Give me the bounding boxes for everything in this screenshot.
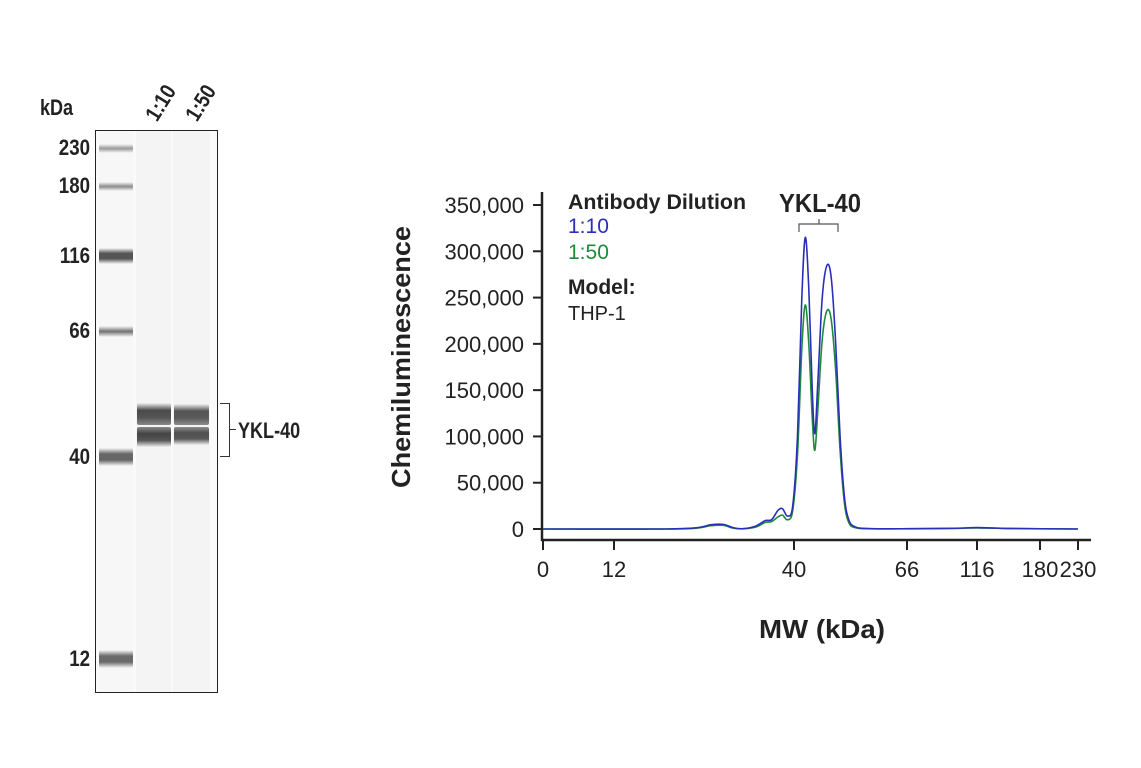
x-tick-label: 230 <box>1060 557 1097 582</box>
lane1-upper-band <box>137 403 171 425</box>
target-bracket-tick <box>230 429 236 430</box>
peak-annotation: YKL-40 <box>779 188 861 218</box>
x-tick-label: 66 <box>895 557 919 582</box>
lane2-upper-band <box>174 404 209 425</box>
legend-entry-1-10: 1:10 <box>568 215 609 238</box>
x-tick-label: 180 <box>1022 557 1059 582</box>
model-value: THP-1 <box>568 303 626 325</box>
ladder-lane <box>99 131 133 692</box>
x-tick-label: 0 <box>537 557 549 582</box>
y-tick-label: 100,000 <box>444 424 524 449</box>
blot-image <box>95 130 218 693</box>
model-label: Model: <box>568 276 636 299</box>
peak-bracket <box>798 219 839 232</box>
marker-label-12: 12 <box>69 646 90 671</box>
y-tick-label: 300,000 <box>444 239 524 264</box>
ladder-band-180 <box>99 182 133 191</box>
x-tick-label: 116 <box>959 557 994 582</box>
marker-label-40: 40 <box>69 444 90 469</box>
lane2-lower-band <box>174 427 209 445</box>
ladder-band-66 <box>99 326 133 337</box>
ladder-band-40 <box>99 448 133 466</box>
y-tick-label: 250,000 <box>444 286 524 311</box>
y-axis-label: Chemiluminescence <box>386 226 416 488</box>
marker-label-180: 180 <box>58 173 90 198</box>
y-tick-label: 150,000 <box>444 378 524 403</box>
legend-title: Antibody Dilution <box>568 191 746 214</box>
target-bracket <box>220 403 230 457</box>
y-tick-label: 0 <box>512 517 524 542</box>
y-tick-label: 200,000 <box>444 332 524 357</box>
x-axis-label: MW (kDa) <box>759 614 885 644</box>
marker-label-116: 116 <box>59 243 90 268</box>
legend-entry-1-50: 1:50 <box>568 241 609 264</box>
x-tick-label: 12 <box>602 557 626 582</box>
target-label: YKL-40 <box>238 418 301 443</box>
ladder-band-116 <box>99 248 133 264</box>
ladder-band-230 <box>99 144 133 153</box>
y-tick-label: 350,000 <box>444 193 524 218</box>
marker-label-230: 230 <box>58 135 90 160</box>
lane1-lower-band <box>137 427 171 447</box>
ladder-band-12 <box>99 650 133 668</box>
x-tick-label: 40 <box>782 557 806 582</box>
marker-label-66: 66 <box>69 318 90 343</box>
series-line-1-10 <box>542 236 1079 530</box>
y-tick-label: 50,000 <box>457 471 524 496</box>
kda-unit-label: kDa <box>40 95 74 120</box>
